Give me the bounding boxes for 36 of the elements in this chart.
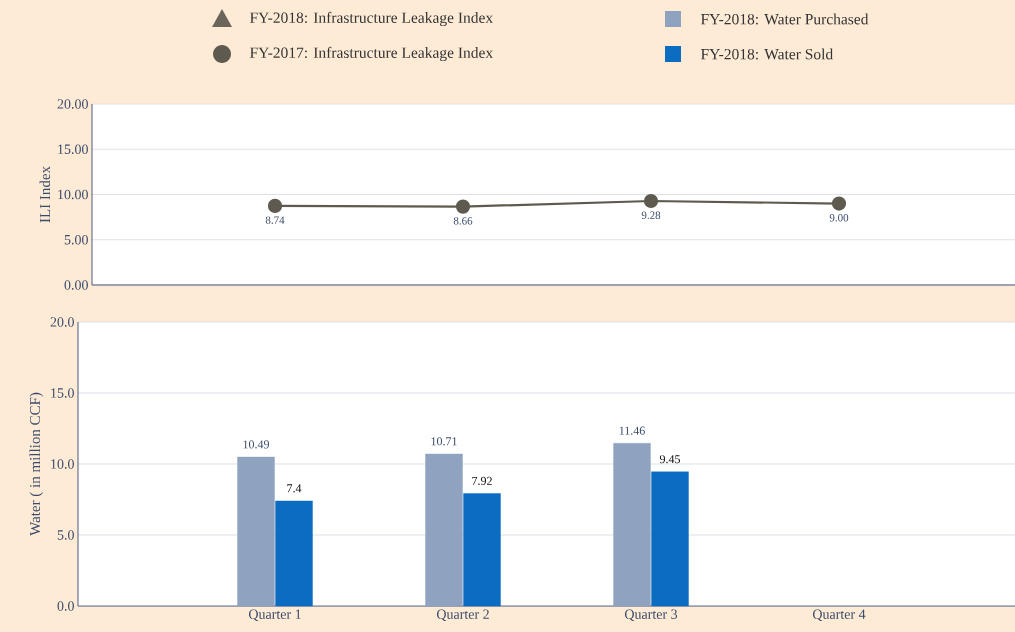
y-tick-label: 10.0: [51, 459, 74, 469]
y-axis-title: Water ( in million CCF): [29, 392, 44, 536]
data-label: 10.71: [431, 437, 457, 446]
data-label: 8.66: [453, 217, 473, 225]
y-tick-label: 0.0: [57, 601, 74, 611]
legend-label: FY-2017: Infrastructure Leakage Index: [249, 46, 493, 62]
data-label: 9.28: [641, 211, 661, 220]
y-tick-label: 15.00: [58, 144, 88, 154]
y-tick-label: 20.0: [50, 317, 74, 327]
y-axis-title: ILI Index: [39, 166, 51, 223]
y-tick-label: 5.00: [64, 234, 88, 245]
data-label: 9.00: [829, 214, 849, 222]
data-label: 8.74: [265, 216, 285, 224]
y-tick-label: 5.0: [57, 530, 74, 540]
bar: [275, 500, 313, 607]
bar: [613, 443, 651, 607]
data-label: 11.46: [619, 426, 645, 435]
legend-label: FY-2018: Water Sold: [700, 48, 833, 60]
bar: [463, 493, 501, 607]
legend-label: FY-2018: Water Purchased: [700, 13, 869, 25]
bar: [651, 471, 689, 607]
x-tick-label: Quarter 4: [812, 609, 866, 622]
y-tick-label: 0.00: [64, 280, 88, 290]
bar: [237, 456, 275, 607]
data-label: 9.45: [659, 455, 681, 464]
y-tick-label: 10.00: [58, 189, 88, 200]
y-tick-label: 20.00: [57, 99, 88, 109]
x-tick-label: Quarter 3: [624, 609, 678, 622]
x-tick-label: Quarter 2: [436, 609, 489, 622]
y-tick-label: 15.0: [51, 388, 74, 398]
bar: [425, 453, 463, 607]
legend-label: FY-2018: Infrastructure Leakage Index: [249, 11, 493, 27]
data-label: 7.4: [287, 484, 302, 493]
data-label: 7.92: [472, 476, 492, 485]
x-tick-label: Quarter 1: [248, 609, 301, 622]
data-label: 10.49: [243, 440, 270, 449]
